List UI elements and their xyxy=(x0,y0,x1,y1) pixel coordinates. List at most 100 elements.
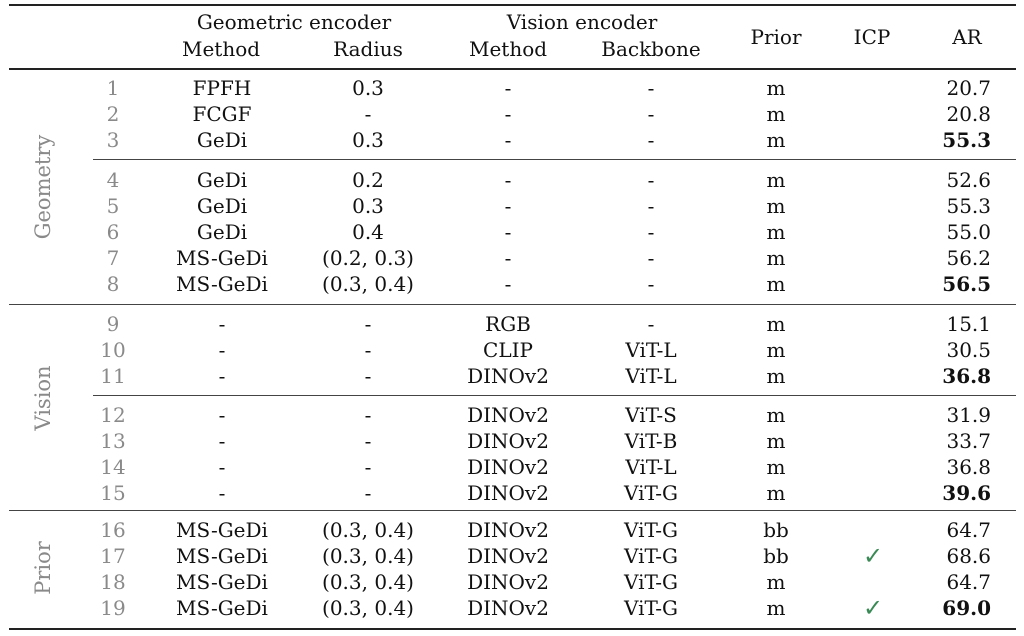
cell-ar: 56.2 xyxy=(946,246,991,270)
cell-backbone: ViT-B xyxy=(624,429,678,453)
cell-vision-method: DINOv2 xyxy=(467,544,549,568)
cell-prior: bb xyxy=(763,544,789,568)
cell-backbone: ViT-S xyxy=(625,403,677,427)
cell-geometric-method: GeDi xyxy=(196,128,248,152)
row-index: 11 xyxy=(100,364,126,388)
cell-prior: m xyxy=(766,429,786,453)
cell-geometric-method: - xyxy=(218,429,226,453)
cell-ar: 36.8 xyxy=(942,364,991,388)
cell-radius: - xyxy=(364,481,372,505)
row-index: 5 xyxy=(106,194,120,218)
header-prior: Prior xyxy=(750,25,802,49)
table-row: 18 MS-GeDi (0.3, 0.4) DINOv2 ViT-G m 64.7 xyxy=(0,569,1024,595)
header-vision-encoder: Vision encoder xyxy=(506,10,658,34)
cell-radius: 0.2 xyxy=(352,168,384,192)
row-index: 8 xyxy=(106,272,120,296)
row-index: 1 xyxy=(106,76,120,100)
cell-backbone: - xyxy=(647,168,655,192)
cell-ar: 55.3 xyxy=(946,194,991,218)
table-row: 11 - - DINOv2 ViT-L m 36.8 xyxy=(0,363,1024,389)
cell-backbone: - xyxy=(647,220,655,244)
cell-prior: bb xyxy=(763,518,789,542)
table-row: 15 - - DINOv2 ViT-G m 39.6 xyxy=(0,480,1024,506)
table-row: 14 - - DINOv2 ViT-L m 36.8 xyxy=(0,454,1024,480)
table-row: 2 FCGF - - - m 20.8 xyxy=(0,101,1024,127)
cell-ar: 20.7 xyxy=(946,76,991,100)
cell-geometric-method: MS-GeDi xyxy=(176,570,268,594)
table-row: 8 MS-GeDi (0.3, 0.4) - - m 56.5 xyxy=(0,271,1024,297)
cell-prior: m xyxy=(766,246,786,270)
cell-geometric-method: MS-GeDi xyxy=(176,272,268,296)
cell-prior: m xyxy=(766,481,786,505)
cell-geometric-method: - xyxy=(218,312,226,336)
table-row: 12 - - DINOv2 ViT-S m 31.9 xyxy=(0,402,1024,428)
row-index: 7 xyxy=(106,246,120,270)
cell-vision-method: DINOv2 xyxy=(467,481,549,505)
table-row: 13 - - DINOv2 ViT-B m 33.7 xyxy=(0,428,1024,454)
cell-prior: m xyxy=(766,364,786,388)
row-index: 19 xyxy=(100,596,126,620)
cell-backbone: ViT-G xyxy=(624,544,678,568)
cell-vision-method: DINOv2 xyxy=(467,429,549,453)
table-row: 4 GeDi 0.2 - - m 52.6 xyxy=(0,167,1024,193)
cell-vision-method: RGB xyxy=(485,312,531,336)
cell-prior: m xyxy=(766,272,786,296)
cell-vision-method: DINOv2 xyxy=(467,364,549,388)
cell-prior: m xyxy=(766,455,786,479)
cell-geometric-method: - xyxy=(218,364,226,388)
cell-vision-method: - xyxy=(504,128,512,152)
cell-prior: m xyxy=(766,338,786,362)
table-row: 1 FPFH 0.3 - - m 20.7 xyxy=(0,75,1024,101)
check-icon: ✓ xyxy=(862,594,884,622)
cell-vision-method: DINOv2 xyxy=(467,570,549,594)
cell-ar: 33.7 xyxy=(946,429,991,453)
cell-geometric-method: MS-GeDi xyxy=(176,544,268,568)
cell-radius: 0.4 xyxy=(352,220,384,244)
row-index: 18 xyxy=(100,570,126,594)
table-row: 19 MS-GeDi (0.3, 0.4) DINOv2 ViT-G m ✓ 69.0 xyxy=(0,595,1024,621)
cell-vision-method: DINOv2 xyxy=(467,596,549,620)
cell-radius: - xyxy=(364,429,372,453)
table-row: 9 - - RGB - m 15.1 xyxy=(0,311,1024,337)
cell-geometric-method: GeDi xyxy=(196,168,248,192)
cell-ar: 55.0 xyxy=(946,220,991,244)
cell-vision-method: DINOv2 xyxy=(467,518,549,542)
header-vision-method: Method xyxy=(468,37,548,61)
row-index: 14 xyxy=(100,455,126,479)
cell-geometric-method: MS-GeDi xyxy=(176,596,268,620)
cell-vision-method: - xyxy=(504,220,512,244)
row-index: 4 xyxy=(106,168,120,192)
cell-geometric-method: - xyxy=(218,455,226,479)
cell-prior: m xyxy=(766,168,786,192)
row-index: 13 xyxy=(100,429,126,453)
cell-geometric-method: MS-GeDi xyxy=(176,518,268,542)
cell-backbone: ViT-G xyxy=(624,570,678,594)
cell-geometric-method: GeDi xyxy=(196,194,248,218)
cell-ar: 64.7 xyxy=(946,518,991,542)
subsection-rule-geometry xyxy=(93,159,1016,160)
table-row: 5 GeDi 0.3 - - m 55.3 xyxy=(0,193,1024,219)
cell-ar: 55.3 xyxy=(942,128,991,152)
section-rule-vision xyxy=(9,304,1016,305)
cell-backbone: - xyxy=(647,272,655,296)
header-rule xyxy=(9,68,1016,70)
cell-backbone: - xyxy=(647,102,655,126)
cell-radius: - xyxy=(364,102,372,126)
cell-ar: 39.6 xyxy=(942,481,991,505)
cell-backbone: ViT-L xyxy=(625,364,677,388)
cell-backbone: ViT-G xyxy=(624,481,678,505)
header-icp: ICP xyxy=(853,25,891,49)
cell-prior: m xyxy=(766,403,786,427)
cell-radius: (0.3, 0.4) xyxy=(322,570,414,594)
section-rule-prior xyxy=(9,510,1016,511)
cell-geometric-method: - xyxy=(218,403,226,427)
cell-prior: m xyxy=(766,102,786,126)
row-index: 3 xyxy=(106,128,120,152)
cell-geometric-method: FCGF xyxy=(192,102,252,126)
cell-ar: 52.6 xyxy=(946,168,991,192)
cell-radius: 0.3 xyxy=(352,194,384,218)
cell-radius: - xyxy=(364,403,372,427)
table-row: 6 GeDi 0.4 - - m 55.0 xyxy=(0,219,1024,245)
cell-radius: - xyxy=(364,455,372,479)
cell-radius: - xyxy=(364,364,372,388)
